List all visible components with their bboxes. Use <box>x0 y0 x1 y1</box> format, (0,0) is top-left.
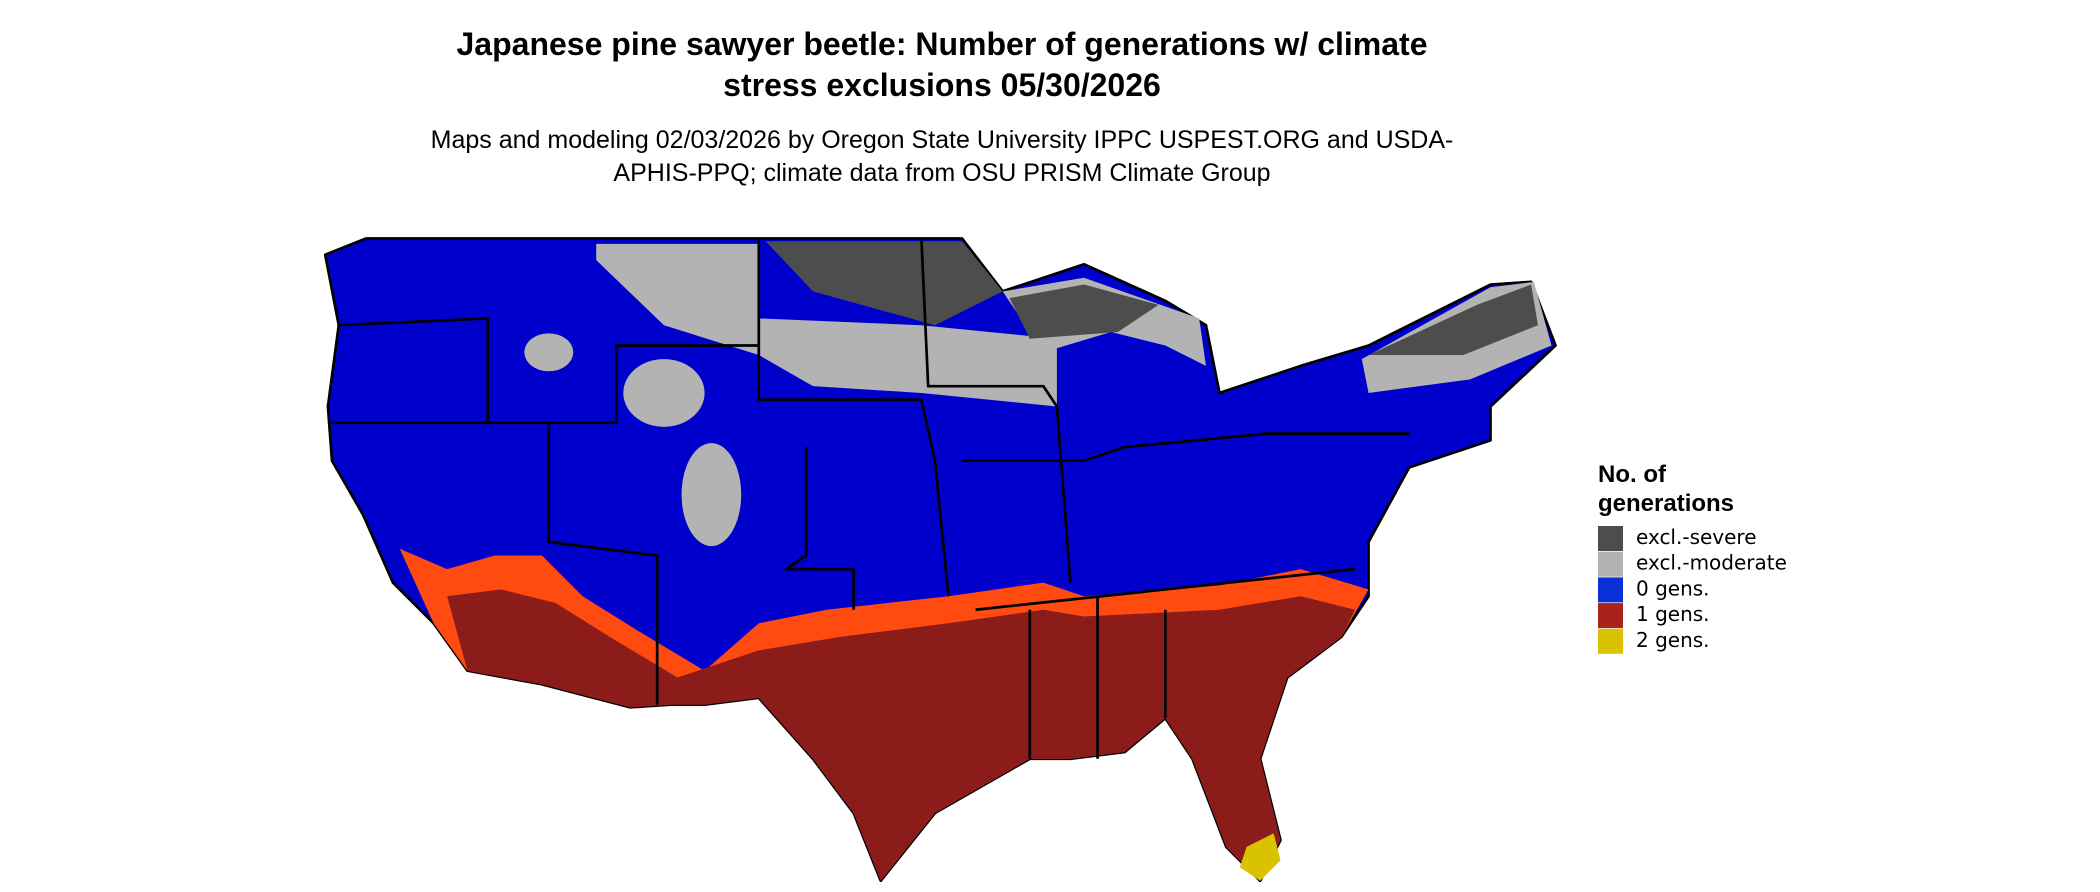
legend-title: No. of generations <box>1598 461 1735 517</box>
zone-gray <box>623 359 705 427</box>
zone-gray <box>681 443 742 547</box>
legend-swatch <box>1598 577 1623 603</box>
zone-yellow <box>1239 833 1281 881</box>
map-subtitle: Maps and modeling 02/03/2026 by Oregon S… <box>430 126 1454 187</box>
zone-red <box>447 589 1355 881</box>
legend-label: excl.-moderate <box>1636 551 1787 575</box>
zone-dark <box>1368 284 1538 356</box>
zone-gray <box>524 333 574 372</box>
legend-label: 2 gens. <box>1636 628 1710 652</box>
legend-swatch <box>1598 526 1623 551</box>
state-lines <box>331 238 1410 759</box>
legend-label: 1 gens. <box>1636 602 1710 626</box>
zone-dark <box>765 241 1003 326</box>
legend-swatch <box>1598 551 1623 577</box>
legend-label: excl.-severe <box>1636 525 1757 549</box>
legend-label: 0 gens. <box>1636 576 1710 600</box>
legend-swatch <box>1598 628 1623 654</box>
us-map <box>323 237 1557 883</box>
map-title: Japanese pine sawyer beetle: Number of g… <box>456 26 1428 103</box>
zone-dark <box>1009 284 1159 339</box>
zone-gray <box>596 243 1057 407</box>
legend-swatch <box>1598 603 1623 629</box>
